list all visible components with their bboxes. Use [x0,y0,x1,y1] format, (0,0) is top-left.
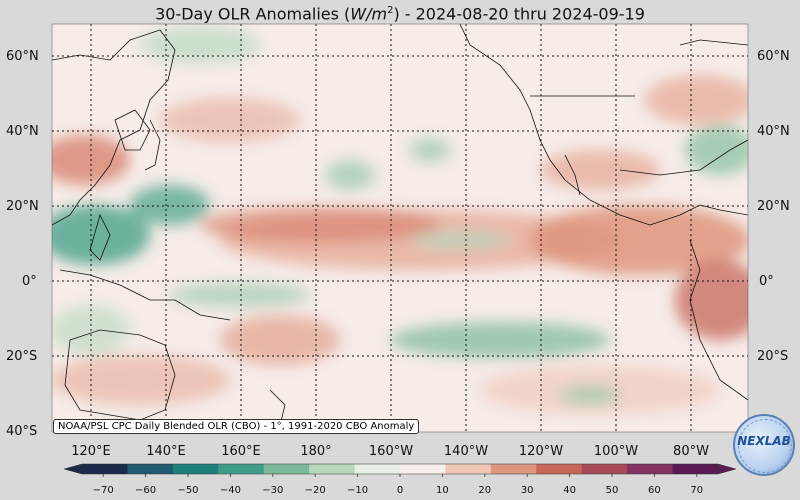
coastlines [52,24,748,426]
colorbar-tick-label: 10 [436,485,449,496]
coast-arctic [679,39,748,46]
colorbar-segment [82,464,128,474]
colorbar-segment [218,464,265,474]
lat-label-right: 60°N [757,49,790,64]
anomaly-negative-siberia [140,27,260,63]
lat-label-left: 20°N [6,199,39,214]
map-field [52,24,748,432]
colorbar-tick-label: 0 [396,485,404,496]
lon-label: 120°E [71,444,111,459]
lat-label-left: 40°S [6,424,38,439]
lat-label-left: 40°N [6,124,39,139]
coast-australia [64,329,176,421]
colorbar-tick-label: 70 [690,485,704,496]
coast-asia [52,29,176,226]
lon-label: 140°E [146,444,186,459]
anomaly-positive-australia [52,355,230,405]
lat-label-right: 20°N [757,199,790,214]
colorbar-tick-label: −40 [219,485,241,496]
map-title: 30-Day OLR Anomalies (W/m2) - 2024-08-20… [0,0,800,24]
coast-gulf [619,139,748,176]
anomaly-negative-indonesia [52,305,130,355]
anomaly-positive-south-pacific [220,315,340,365]
coast-korea-japan [114,109,151,151]
lat-label-left: 20°S [6,349,38,364]
lat-label-left: 60°N [6,49,39,64]
anomaly-positive-mexico [540,150,660,190]
colorbar-segment [172,464,219,474]
title-prefix: 30-Day OLR Anomalies ( [155,4,351,24]
anomaly-negative-spcz [390,322,610,358]
anomaly-positive-north-america [645,75,748,125]
coast-indonesia [59,269,231,321]
lon-label: 100°W [593,444,639,459]
anomaly-positive-core [200,207,440,243]
colorbar-tick-label: −70 [92,485,114,496]
colorbar-tick-label: −60 [135,485,157,496]
colorbar-segment [490,464,537,474]
coast-south-america [689,239,748,401]
colorbar-segment [127,464,174,474]
colorbar-tick-label: −10 [347,485,369,496]
colorbar-min-arrow [63,463,83,475]
anomaly-field [52,27,748,415]
colorbar-tick-label: 60 [648,485,661,496]
anomaly-negative-southeast [560,385,620,405]
lat-label-left: 0° [22,274,37,289]
colorbar-tick-label: 50 [605,485,619,496]
colorbar-tick-label: 40 [563,485,576,496]
lat-label-right: 40°N [757,124,790,139]
anomaly-negative-north-central [410,138,450,162]
grid [52,24,748,432]
colorbar-tick-label: −30 [262,485,284,496]
colorbar-segment [536,464,583,474]
anomaly-positive-south-america [675,260,748,340]
title-suffix: ) - 2024-08-20 thru 2024-09-19 [393,4,645,24]
colorbar-segment [445,464,492,474]
anomaly-negative-itcz [410,230,510,250]
lon-label: 80°W [673,444,709,459]
lat-label-right: 0° [759,274,774,289]
colorbar [63,463,737,477]
coast-philippines [89,213,111,261]
colorbar-tick-label: −20 [304,485,326,496]
anomaly-negative-philippines [52,205,150,265]
colorbar-segment [581,464,628,474]
coast-north-america [459,24,748,226]
colorbar-segment [627,464,674,474]
anomaly-positive-north-pacific [160,98,300,142]
title-unit: W/m [350,4,388,24]
anomaly-negative-hawaii [325,160,375,190]
anomaly-positive-east-pacific [530,205,748,275]
anomaly-negative-equatorial [170,283,310,307]
title-unit-exponent: 2 [387,5,394,16]
anomaly-negative-gulf [685,125,748,175]
anomaly-positive-china [52,135,130,185]
nexlab-logo: NEXLAB [733,414,795,476]
lon-label: 140°W [443,444,489,459]
coast-new-zealand [269,389,286,426]
logo-ring [738,419,792,473]
logo-text: NEXLAB [737,434,791,448]
colorbar-tick-label: 20 [478,485,492,496]
colorbar-segment [354,464,401,474]
coast-baja [564,154,581,196]
lon-label: 160°W [368,444,414,459]
lon-label: 160°E [221,444,261,459]
lat-label-right: 20°S [757,349,789,364]
colorbar-tick-label: −50 [177,485,199,496]
colorbar-max-arrow [717,463,737,475]
colorbar-tick-label: 30 [520,485,534,496]
data-source-note: NOAA/PSL CPC Daily Blended OLR (CBO) - 1… [53,419,420,434]
colorbar-segment [400,464,446,474]
lon-label: 120°W [518,444,564,459]
anomaly-negative-western-pacific [130,185,210,225]
lon-label: 180° [300,444,332,459]
colorbar-segment [672,464,719,474]
colorbar-segment [263,464,310,474]
coast-japan [144,119,161,171]
colorbar-segment [309,464,356,474]
